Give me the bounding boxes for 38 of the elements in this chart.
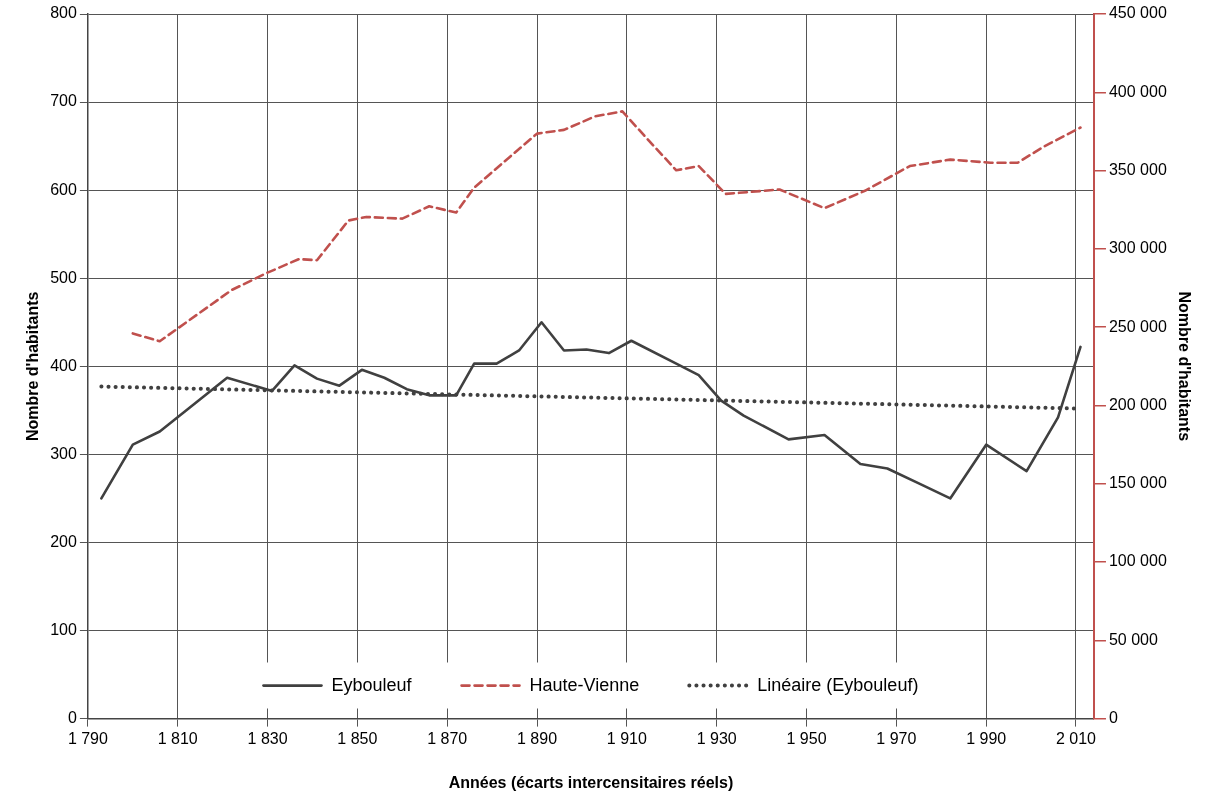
y2-tick-label: 150 000 [1108,474,1167,492]
y2-tick-label: 350 000 [1108,160,1167,178]
x-tick-label: 1 790 [67,729,109,747]
x-tick-label: 1 930 [696,729,737,747]
legend-label: Eybouleuf [331,674,413,695]
line-series [131,110,1082,343]
y2-tick-label: 0 [1108,709,1118,727]
x-tick-label: 1 830 [247,729,288,747]
x-tick-label: 1 950 [786,729,827,747]
y-tick-label: 400 [50,356,77,374]
y2-tick-label: 50 000 [1108,630,1158,648]
y2-tick-label: 400 000 [1108,82,1167,100]
x-axis-title: Années (écarts intercensitaires réels) [448,773,734,791]
x-tick-label: 1 910 [606,729,647,747]
y2-tick-label: 250 000 [1108,317,1167,335]
x-tick-label: 1 850 [337,729,378,747]
y-axis-title: Nombre d'habitants [24,291,42,442]
y-tick-label: 100 [50,620,77,638]
x-tick-label: 1 890 [517,729,558,747]
y2-tick-label: 200 000 [1108,395,1167,413]
x-tick-label: 1 870 [427,729,468,747]
y-tick-label: 800 [50,4,77,22]
y2-tick-label: 450 000 [1108,4,1167,22]
y-tick-label: 0 [67,709,77,727]
x-tick-label: 1 970 [876,729,917,747]
y-tick-label: 300 [50,444,77,462]
y2-tick-label: 100 000 [1108,552,1167,570]
legend-label: Linéaire (Eybouleuf) [757,674,919,695]
x-tick-label: 2 010 [1055,729,1097,747]
x-tick-label: 1 810 [157,729,198,747]
y2-axis-title: Nombre d'habitants [1175,291,1193,442]
x-tick-label: 1 990 [966,729,1007,747]
y-tick-label: 600 [50,180,77,198]
y2-tick-label: 300 000 [1108,239,1167,257]
legend-label: Haute-Vienne [529,674,640,695]
y-tick-label: 700 [50,92,77,110]
y-tick-label: 500 [50,268,77,286]
y-tick-label: 200 [50,532,77,550]
